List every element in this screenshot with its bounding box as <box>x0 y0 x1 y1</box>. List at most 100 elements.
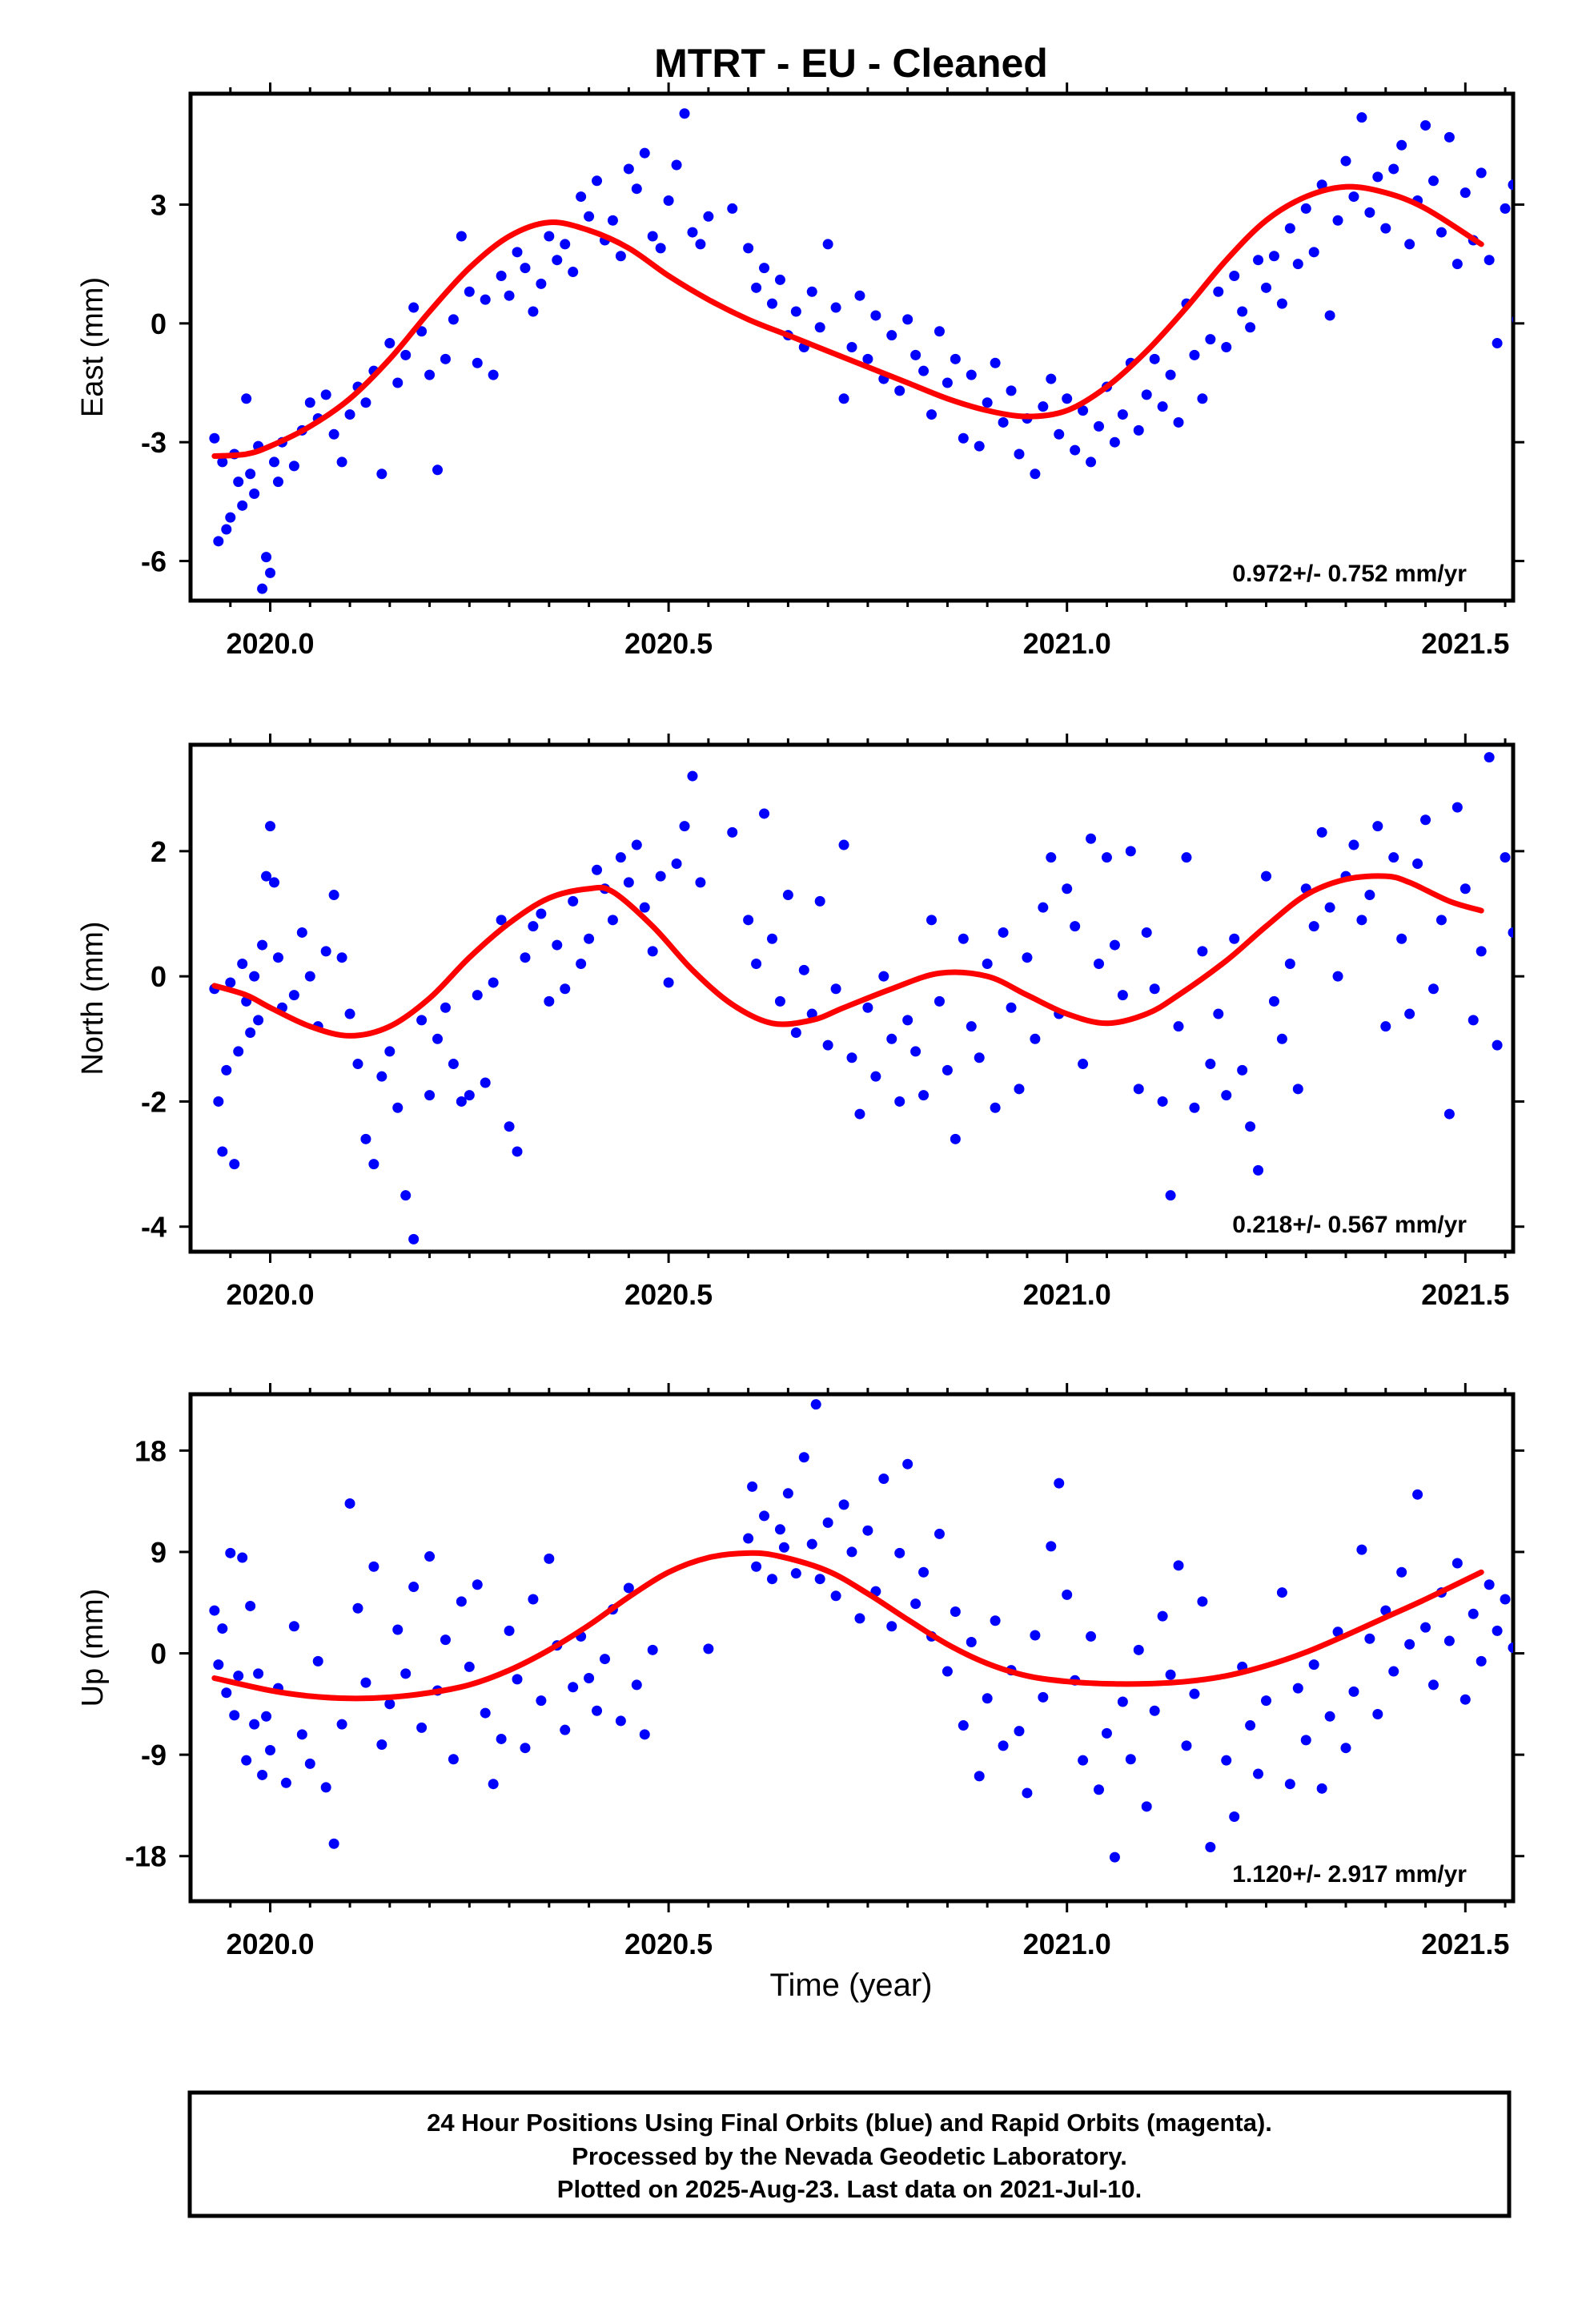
data-point <box>1476 167 1487 179</box>
data-point <box>261 1711 272 1722</box>
data-point <box>544 995 555 1007</box>
data-point <box>1197 393 1208 404</box>
data-point <box>288 460 299 472</box>
data-point <box>504 1121 515 1132</box>
data-point <box>488 1779 499 1790</box>
data-point <box>209 432 220 444</box>
data-point <box>1014 1084 1025 1095</box>
footer-box <box>187 2090 1512 2218</box>
data-point <box>846 1052 857 1063</box>
data-point <box>655 870 666 882</box>
data-point <box>229 1159 240 1170</box>
data-point <box>265 821 276 832</box>
data-point <box>1540 199 1550 210</box>
data-point <box>352 1059 363 1070</box>
data-point <box>416 1015 428 1026</box>
data-point <box>1420 814 1431 826</box>
data-point <box>1572 183 1582 194</box>
data-point <box>870 310 881 321</box>
data-point <box>288 1621 299 1632</box>
data-point <box>336 1719 347 1730</box>
data-point <box>1030 468 1041 480</box>
data-point <box>1460 1694 1471 1705</box>
data-point <box>221 524 232 535</box>
y-tick-label: -4 <box>141 1211 167 1244</box>
data-point <box>751 282 762 293</box>
data-point <box>1548 921 1558 931</box>
data-point <box>1443 1108 1455 1120</box>
data-point <box>918 1090 930 1101</box>
data-point <box>1452 1558 1463 1569</box>
rate-label: 1.120+/- 2.917 mm/yr <box>1175 1855 1480 1890</box>
data-point <box>902 314 913 325</box>
data-point <box>1372 171 1383 183</box>
data-point <box>774 1524 785 1535</box>
y-tick-label: -2 <box>141 1085 167 1118</box>
x-tick-label: 2021.0 <box>1023 1928 1111 1960</box>
data-point <box>958 933 969 944</box>
data-point <box>1388 852 1399 863</box>
data-point <box>344 1498 355 1509</box>
data-point <box>1094 959 1105 970</box>
data-point <box>1014 448 1025 460</box>
data-point <box>902 1015 913 1026</box>
data-point <box>727 203 738 214</box>
data-layer <box>209 1399 1534 1880</box>
data-point <box>328 428 339 440</box>
data-point <box>1046 1541 1057 1552</box>
data-point <box>1332 1626 1343 1638</box>
data-point <box>1300 203 1311 214</box>
data-point <box>838 839 849 850</box>
data-point <box>1556 909 1566 919</box>
rate-text: 0.972+/- 0.752 mm/yr <box>1232 561 1467 587</box>
data-point <box>1356 915 1367 926</box>
data-point <box>806 286 817 297</box>
data-point <box>496 1733 507 1744</box>
data-point <box>1308 1659 1319 1671</box>
data-point <box>472 990 483 1001</box>
data-point <box>245 468 256 480</box>
data-point <box>966 369 977 380</box>
data-point <box>213 536 224 547</box>
panel-north: 2020.0 2020.5 2021.0 2021.5 2 0 -2 -4 North (mm)… <box>76 734 1566 1311</box>
data-point <box>695 877 706 888</box>
data-point <box>631 1679 642 1691</box>
data-point <box>560 1724 571 1735</box>
data-point <box>576 191 587 203</box>
data-point <box>926 409 938 420</box>
data-point <box>400 1190 412 1201</box>
data-point <box>488 977 499 988</box>
data-point <box>496 270 507 281</box>
data-point <box>1109 939 1120 951</box>
data-point <box>1030 1033 1041 1044</box>
data-point <box>520 263 531 274</box>
data-point <box>584 211 595 222</box>
data-point <box>1412 858 1423 869</box>
data-point <box>607 215 618 226</box>
data-point <box>1396 933 1407 944</box>
y-tick-label: 0 <box>151 960 167 993</box>
data-point <box>990 1615 1001 1626</box>
data-point <box>1141 389 1152 400</box>
data-point <box>1181 852 1192 863</box>
data-point <box>261 552 272 563</box>
data-point <box>830 302 841 313</box>
data-point <box>592 1705 603 1716</box>
data-point <box>584 1672 595 1683</box>
data-point <box>241 393 252 404</box>
data-point <box>1556 203 1566 214</box>
data-point <box>830 983 841 995</box>
data-point <box>958 1720 969 1731</box>
data-point <box>1070 444 1081 456</box>
data-point <box>1268 251 1279 262</box>
footer-line-2: Processed by the Nevada Geodetic Laborat… <box>572 2142 1127 2170</box>
data-point <box>1292 259 1303 270</box>
data-point <box>480 1077 491 1088</box>
data-point <box>647 231 658 242</box>
data-point <box>296 927 307 938</box>
data-point <box>1532 247 1542 257</box>
data-point <box>942 377 953 388</box>
data-point <box>974 440 985 452</box>
data-point <box>1524 1571 1534 1582</box>
data-point <box>488 369 499 380</box>
